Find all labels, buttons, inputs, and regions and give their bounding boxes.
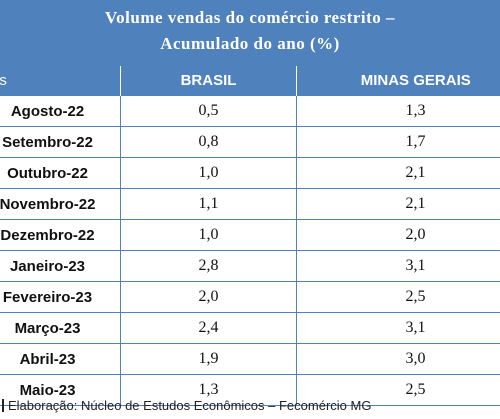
brasil-cell: 1,9 xyxy=(120,343,297,375)
brasil-cell: 0,8 xyxy=(120,126,297,158)
minas-gerais-cell: 3,0 xyxy=(296,343,500,375)
month-cell: Abril-23 xyxy=(0,343,121,375)
brasil-cell: 1,0 xyxy=(120,219,297,251)
brasil-cell: 1,1 xyxy=(120,188,297,220)
brasil-cell: 2,0 xyxy=(120,281,297,313)
column-header-brasil: BRASIL xyxy=(120,66,297,96)
table-row: Setembro-22 0,8 1,7 xyxy=(0,126,500,158)
table-header-row: Mês BRASIL MINAS GERAIS xyxy=(0,66,500,96)
table-row: Abril-23 1,9 3,0 xyxy=(0,343,500,375)
source-note: Elaboração: Núcleo de Estudos Econômicos… xyxy=(0,398,500,419)
table-row: Novembro-22 1,1 2,1 xyxy=(0,188,500,220)
minas-gerais-cell: 2,5 xyxy=(296,374,500,406)
minas-gerais-cell: 1,3 xyxy=(296,95,500,127)
brasil-cell: 2,8 xyxy=(120,250,297,282)
month-cell: Maio-23 xyxy=(0,374,121,406)
table-title-line-2: Acumulado do ano (%) xyxy=(160,34,340,53)
table-title-line-1: Volume vendas do comércio restrito – xyxy=(104,8,396,27)
month-cell: Agosto-22 xyxy=(0,95,121,127)
minas-gerais-cell: 2,5 xyxy=(296,281,500,313)
column-header-mes: Mês xyxy=(0,66,121,96)
minas-gerais-cell: 3,1 xyxy=(296,312,500,344)
table-row: Agosto-22 0,5 1,3 xyxy=(0,95,500,127)
month-cell: Março-23 xyxy=(0,312,121,344)
table-row: Março-23 2,4 3,1 xyxy=(0,312,500,344)
table-row: Outubro-22 1,0 2,1 xyxy=(0,157,500,189)
month-cell: Novembro-22 xyxy=(0,188,121,220)
brasil-cell: 1,3 xyxy=(120,374,297,406)
minas-gerais-cell: 2,1 xyxy=(296,157,500,189)
column-header-minas-gerais: MINAS GERAIS xyxy=(296,66,500,96)
table-row: Dezembro-22 1,0 2,0 xyxy=(0,219,500,251)
table-row: Janeiro-23 2,8 3,1 xyxy=(0,250,500,282)
month-cell: Setembro-22 xyxy=(0,126,121,158)
month-cell: Outubro-22 xyxy=(0,157,121,189)
source-text: Elaboração: Núcleo de Estudos Econômicos… xyxy=(8,398,372,413)
source-divider xyxy=(2,399,4,412)
table-row: Fevereiro-23 2,0 2,5 xyxy=(0,281,500,313)
minas-gerais-cell: 3,1 xyxy=(296,250,500,282)
month-cell: Fevereiro-23 xyxy=(0,281,121,313)
brasil-cell: 1,0 xyxy=(120,157,297,189)
table-row: Maio-23 1,3 2,5 xyxy=(0,374,500,406)
table-title: Volume vendas do comércio restrito – Acu… xyxy=(0,0,500,66)
brasil-cell: 2,4 xyxy=(120,312,297,344)
brasil-cell: 0,5 xyxy=(120,95,297,127)
month-cell: Dezembro-22 xyxy=(0,219,121,251)
data-table: Mês BRASIL MINAS GERAIS Agosto-22 0,5 1,… xyxy=(0,66,500,406)
month-cell: Janeiro-23 xyxy=(0,250,121,282)
minas-gerais-cell: 1,7 xyxy=(296,126,500,158)
minas-gerais-cell: 2,0 xyxy=(296,219,500,251)
minas-gerais-cell: 2,1 xyxy=(296,188,500,220)
